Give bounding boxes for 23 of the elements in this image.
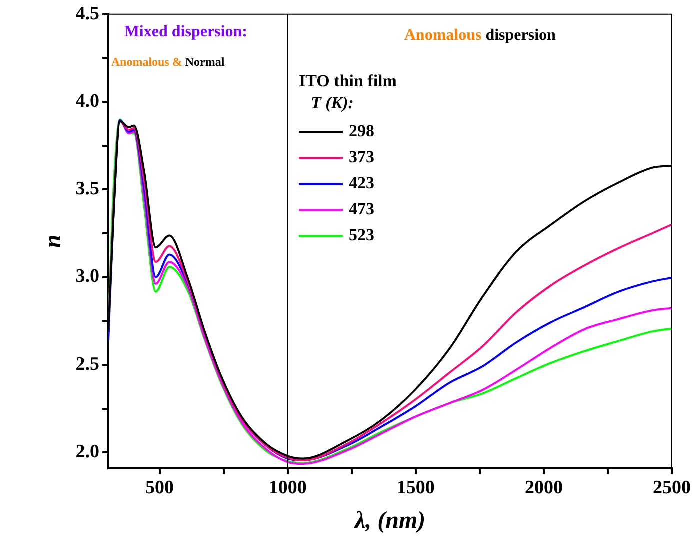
x-axis-title: λ, (nm)	[354, 508, 426, 534]
annotation: Anomalous & Normal	[111, 55, 226, 70]
x-tick-label: 2500	[653, 478, 691, 499]
y-axis-title: n	[40, 234, 67, 248]
y-tick-label: 4.5	[76, 3, 100, 24]
legend-label: 298	[348, 122, 374, 141]
annotation: ITO thin film	[298, 71, 397, 90]
annotation: Mixed dispersion:	[124, 24, 248, 41]
y-tick-label: 2.5	[76, 354, 100, 375]
x-tick-label: 1500	[396, 478, 435, 499]
legend-label: 423	[348, 174, 374, 193]
x-tick-label: 2000	[524, 478, 563, 499]
y-tick-label: 4.0	[76, 90, 100, 112]
legend-title: T (K):	[310, 94, 354, 113]
annotation: Anomalous dispersion	[404, 26, 556, 44]
x-tick-label: 500	[146, 478, 174, 499]
y-tick-label: 2.0	[76, 442, 100, 463]
y-tick-label: 3.5	[76, 178, 100, 200]
x-tick-label: 1000	[268, 478, 307, 499]
legend-label: 373	[348, 148, 374, 167]
y-tick-label: 3.0	[76, 266, 100, 288]
legend-label: 523	[348, 226, 374, 245]
legend-label: 473	[348, 200, 374, 219]
